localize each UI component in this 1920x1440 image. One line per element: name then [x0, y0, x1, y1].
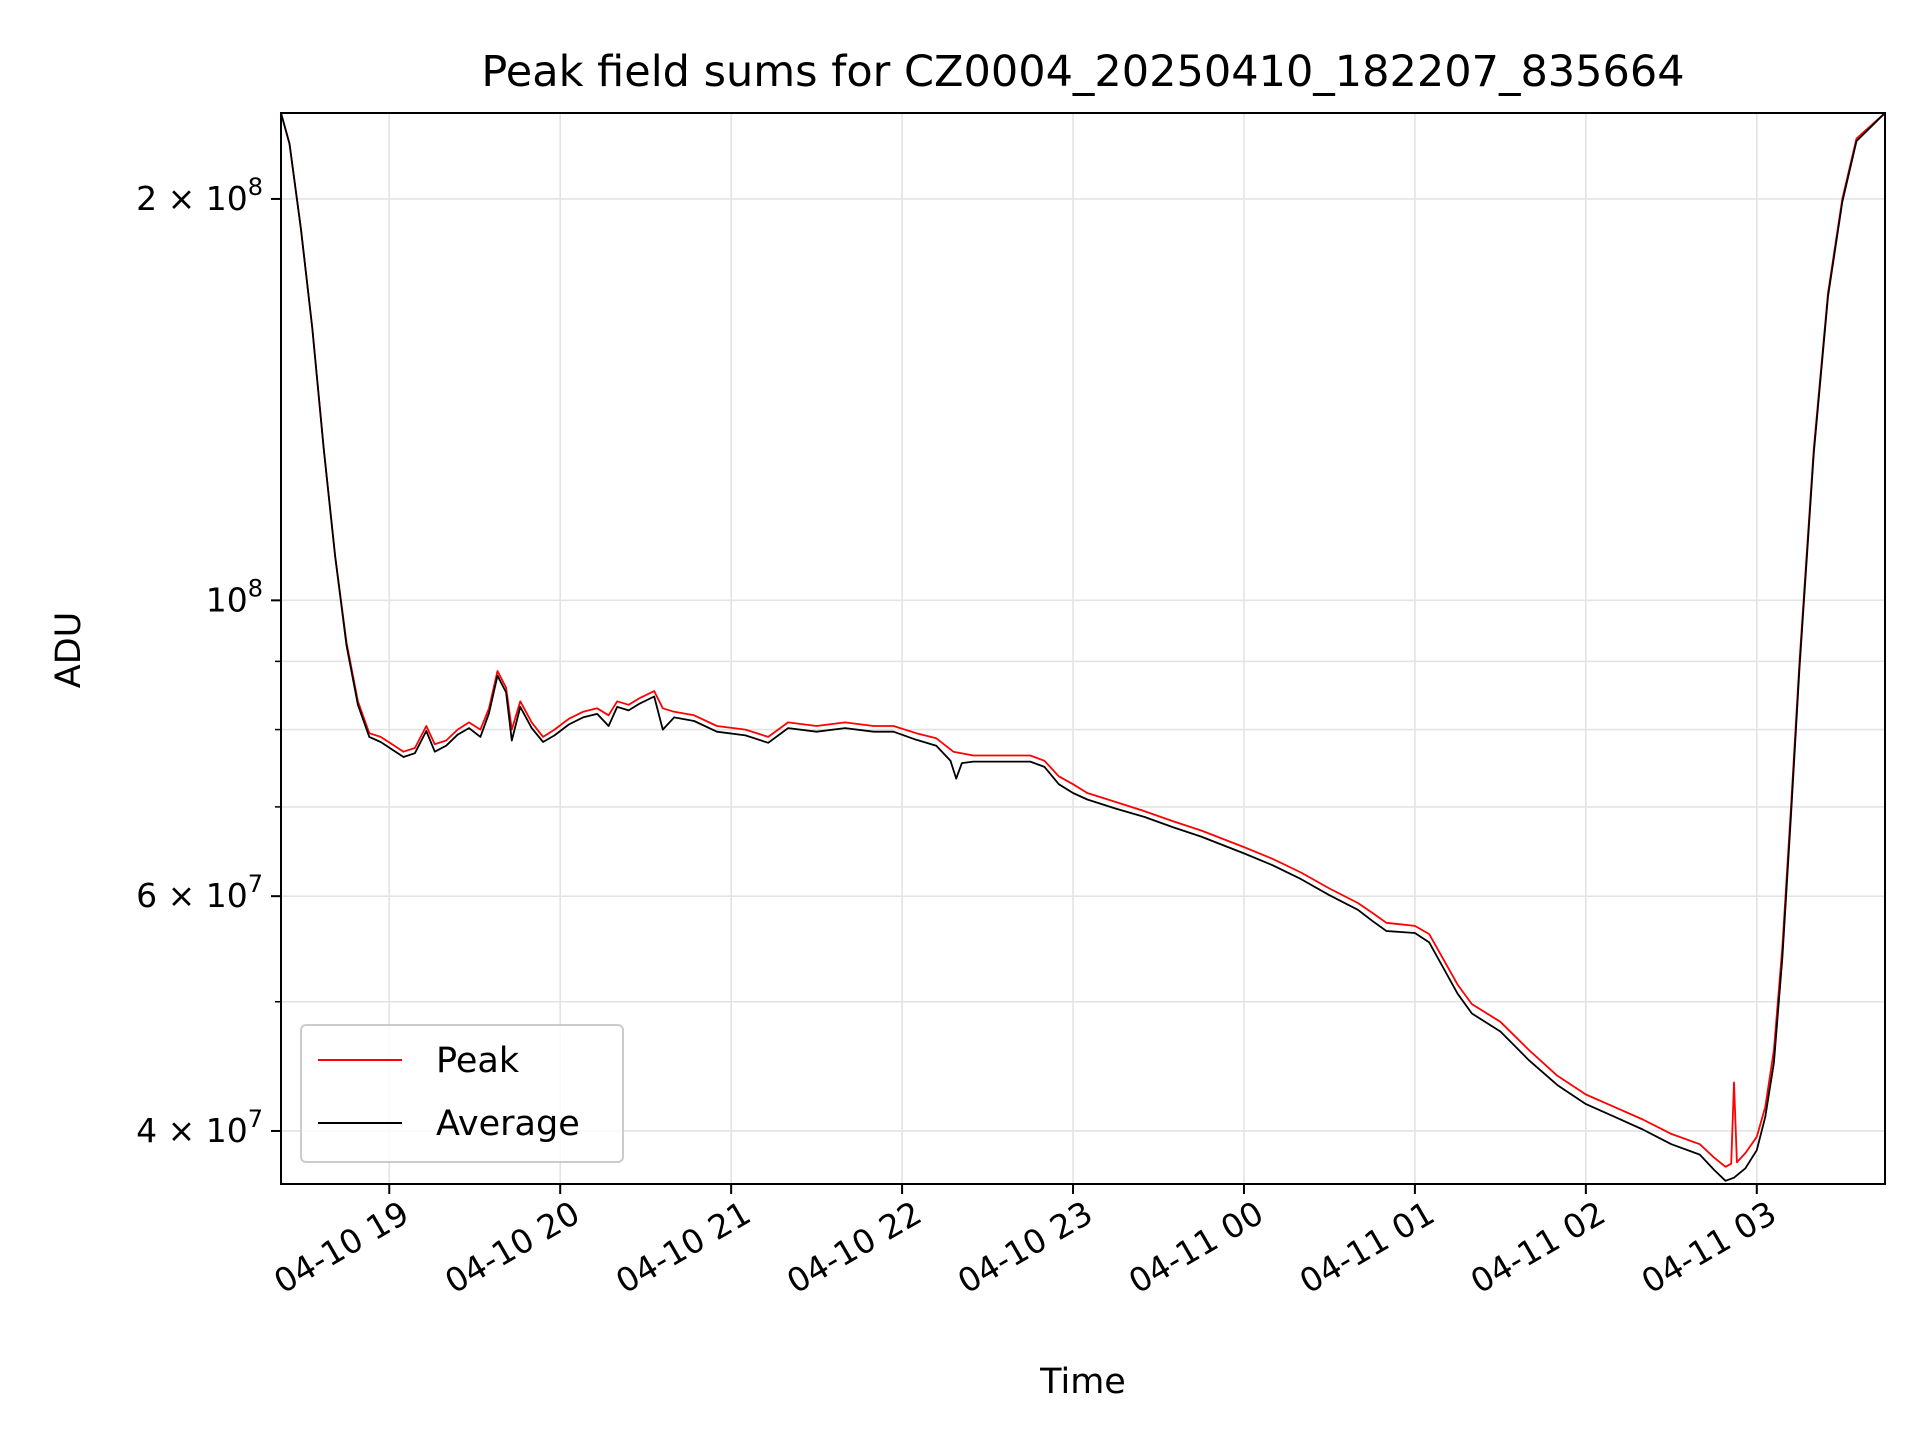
chart-title: Peak field sums for CZ0004_20250410_1822… — [481, 47, 1684, 97]
legend-label-average: Average — [436, 1104, 580, 1144]
y-axis-label: ADU — [49, 612, 89, 689]
plot-frame — [280, 112, 1886, 1185]
y-tick-label: 6 × 107 — [136, 870, 263, 915]
x-axis-label: Time — [1039, 1362, 1126, 1402]
series-line-average — [281, 113, 1885, 1182]
grid — [281, 113, 1885, 1184]
legend-label-peak: Peak — [436, 1041, 520, 1081]
ticks — [271, 197, 1758, 1194]
series-line-peak — [281, 113, 1885, 1168]
y-tick-label: 4 × 107 — [136, 1105, 263, 1150]
legend: Peak Average — [300, 1024, 624, 1163]
y-tick-label: 2 × 108 — [136, 173, 263, 218]
series-layer — [281, 113, 1885, 1182]
